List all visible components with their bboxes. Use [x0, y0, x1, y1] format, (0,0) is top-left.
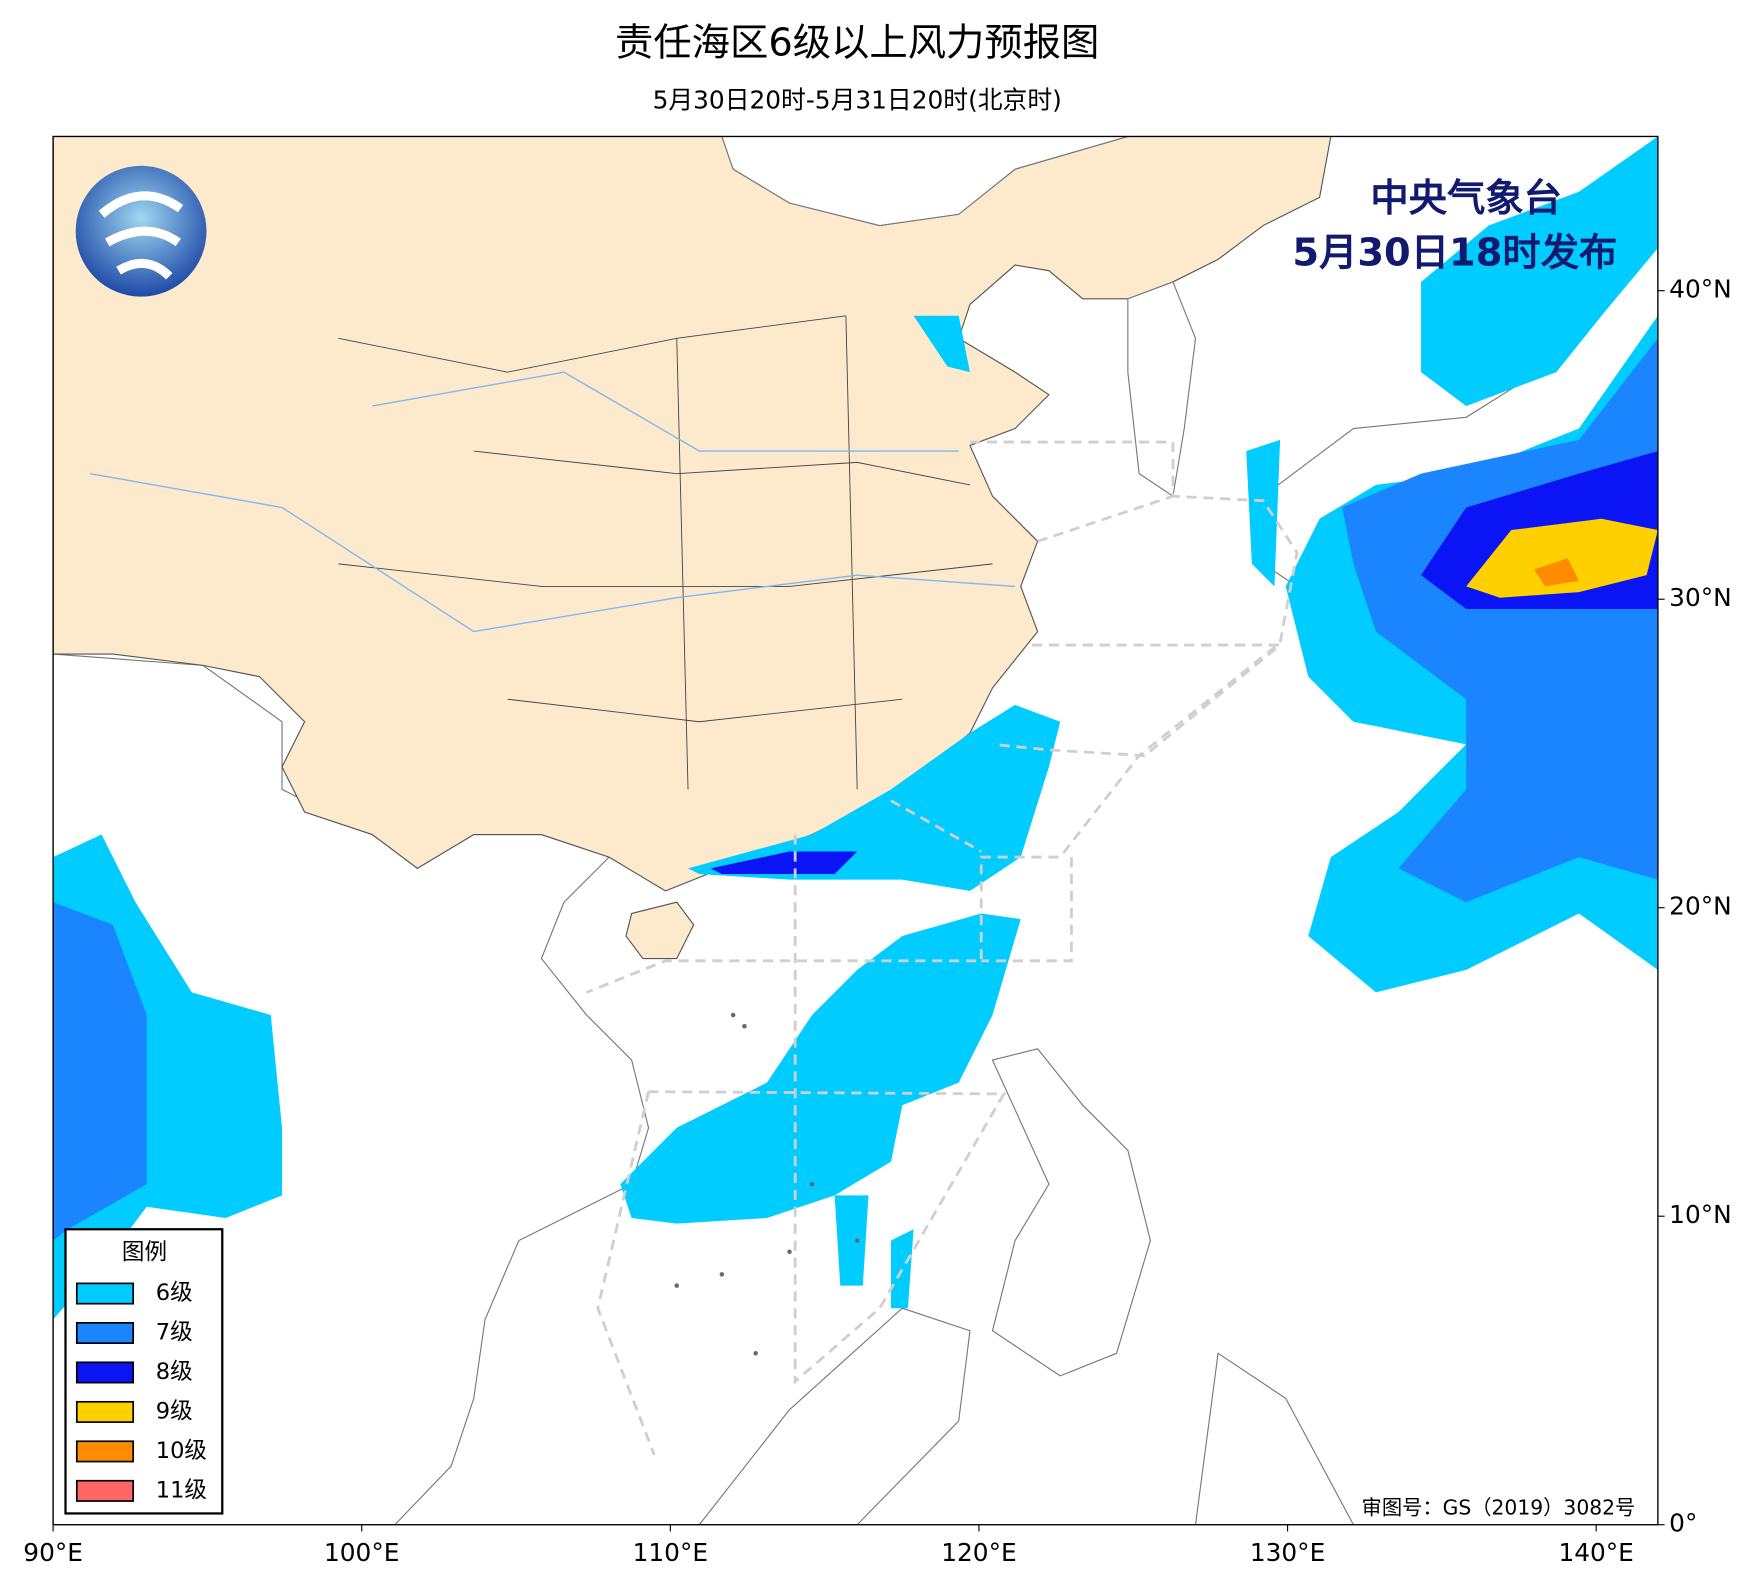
title: 责任海区6级以上风力预报图	[615, 21, 1099, 66]
legend-label: 11级	[156, 1477, 207, 1503]
x-tick-label: 100°E	[324, 1538, 399, 1567]
legend-swatch	[75, 1322, 135, 1344]
x-tick-label: 120°E	[941, 1538, 1016, 1567]
y-tick-label: 40°N	[1669, 275, 1732, 304]
wind-area	[620, 913, 1021, 1224]
legend-swatch	[75, 1282, 135, 1305]
wind-area	[1466, 518, 1658, 598]
issue-time: 5月30日18时发布	[1292, 230, 1617, 275]
subtitle: 5月30日20时-5月31日20时(北京时)	[653, 85, 1062, 114]
agency: 中央气象台	[1370, 176, 1562, 221]
hainan	[625, 901, 695, 960]
legend-label: 8级	[156, 1359, 193, 1385]
legend-swatch	[75, 1361, 135, 1384]
wind-area	[53, 902, 147, 1241]
map-area	[53, 136, 1658, 1525]
approval-number: 审图号：GS（2019）3082号	[1362, 1495, 1636, 1519]
wind-area	[834, 1195, 914, 1309]
legend-label: 7级	[156, 1320, 193, 1346]
logo	[75, 165, 207, 297]
y-tick-label: 0°	[1669, 1509, 1697, 1538]
y-tick-label: 30°N	[1669, 583, 1732, 612]
legend-swatch	[75, 1440, 135, 1463]
wind-area	[1533, 558, 1579, 587]
legend-label: 9级	[156, 1398, 193, 1424]
legend-label: 6级	[156, 1280, 193, 1306]
mongolia	[721, 136, 1129, 227]
plot-frame	[52, 135, 1659, 1526]
wind-area	[913, 315, 1281, 587]
x-tick-label: 140°E	[1558, 1538, 1633, 1567]
wind-areas	[53, 136, 1658, 1320]
rivers	[90, 371, 1016, 633]
y-tick-label: 20°N	[1669, 892, 1732, 921]
x-tick-label: 130°E	[1250, 1538, 1325, 1567]
legend-swatch	[75, 1479, 135, 1502]
legend: 图例 6级 7级 8级 9级 10级 11级	[64, 1228, 224, 1515]
x-tick-label: 90°E	[23, 1538, 83, 1567]
wind-area	[710, 851, 858, 875]
reefs	[674, 1012, 860, 1356]
legend-title: 图例	[122, 1239, 167, 1265]
x-tick-label: 110°E	[633, 1538, 708, 1567]
y-tick-label: 10°N	[1669, 1200, 1732, 1229]
legend-swatch	[75, 1400, 135, 1423]
legend-label: 10级	[156, 1438, 207, 1464]
wind-area	[1421, 136, 1658, 406]
sea-zone-lines	[586, 440, 1299, 1456]
china-land	[53, 136, 1332, 892]
province-borders	[338, 315, 993, 790]
